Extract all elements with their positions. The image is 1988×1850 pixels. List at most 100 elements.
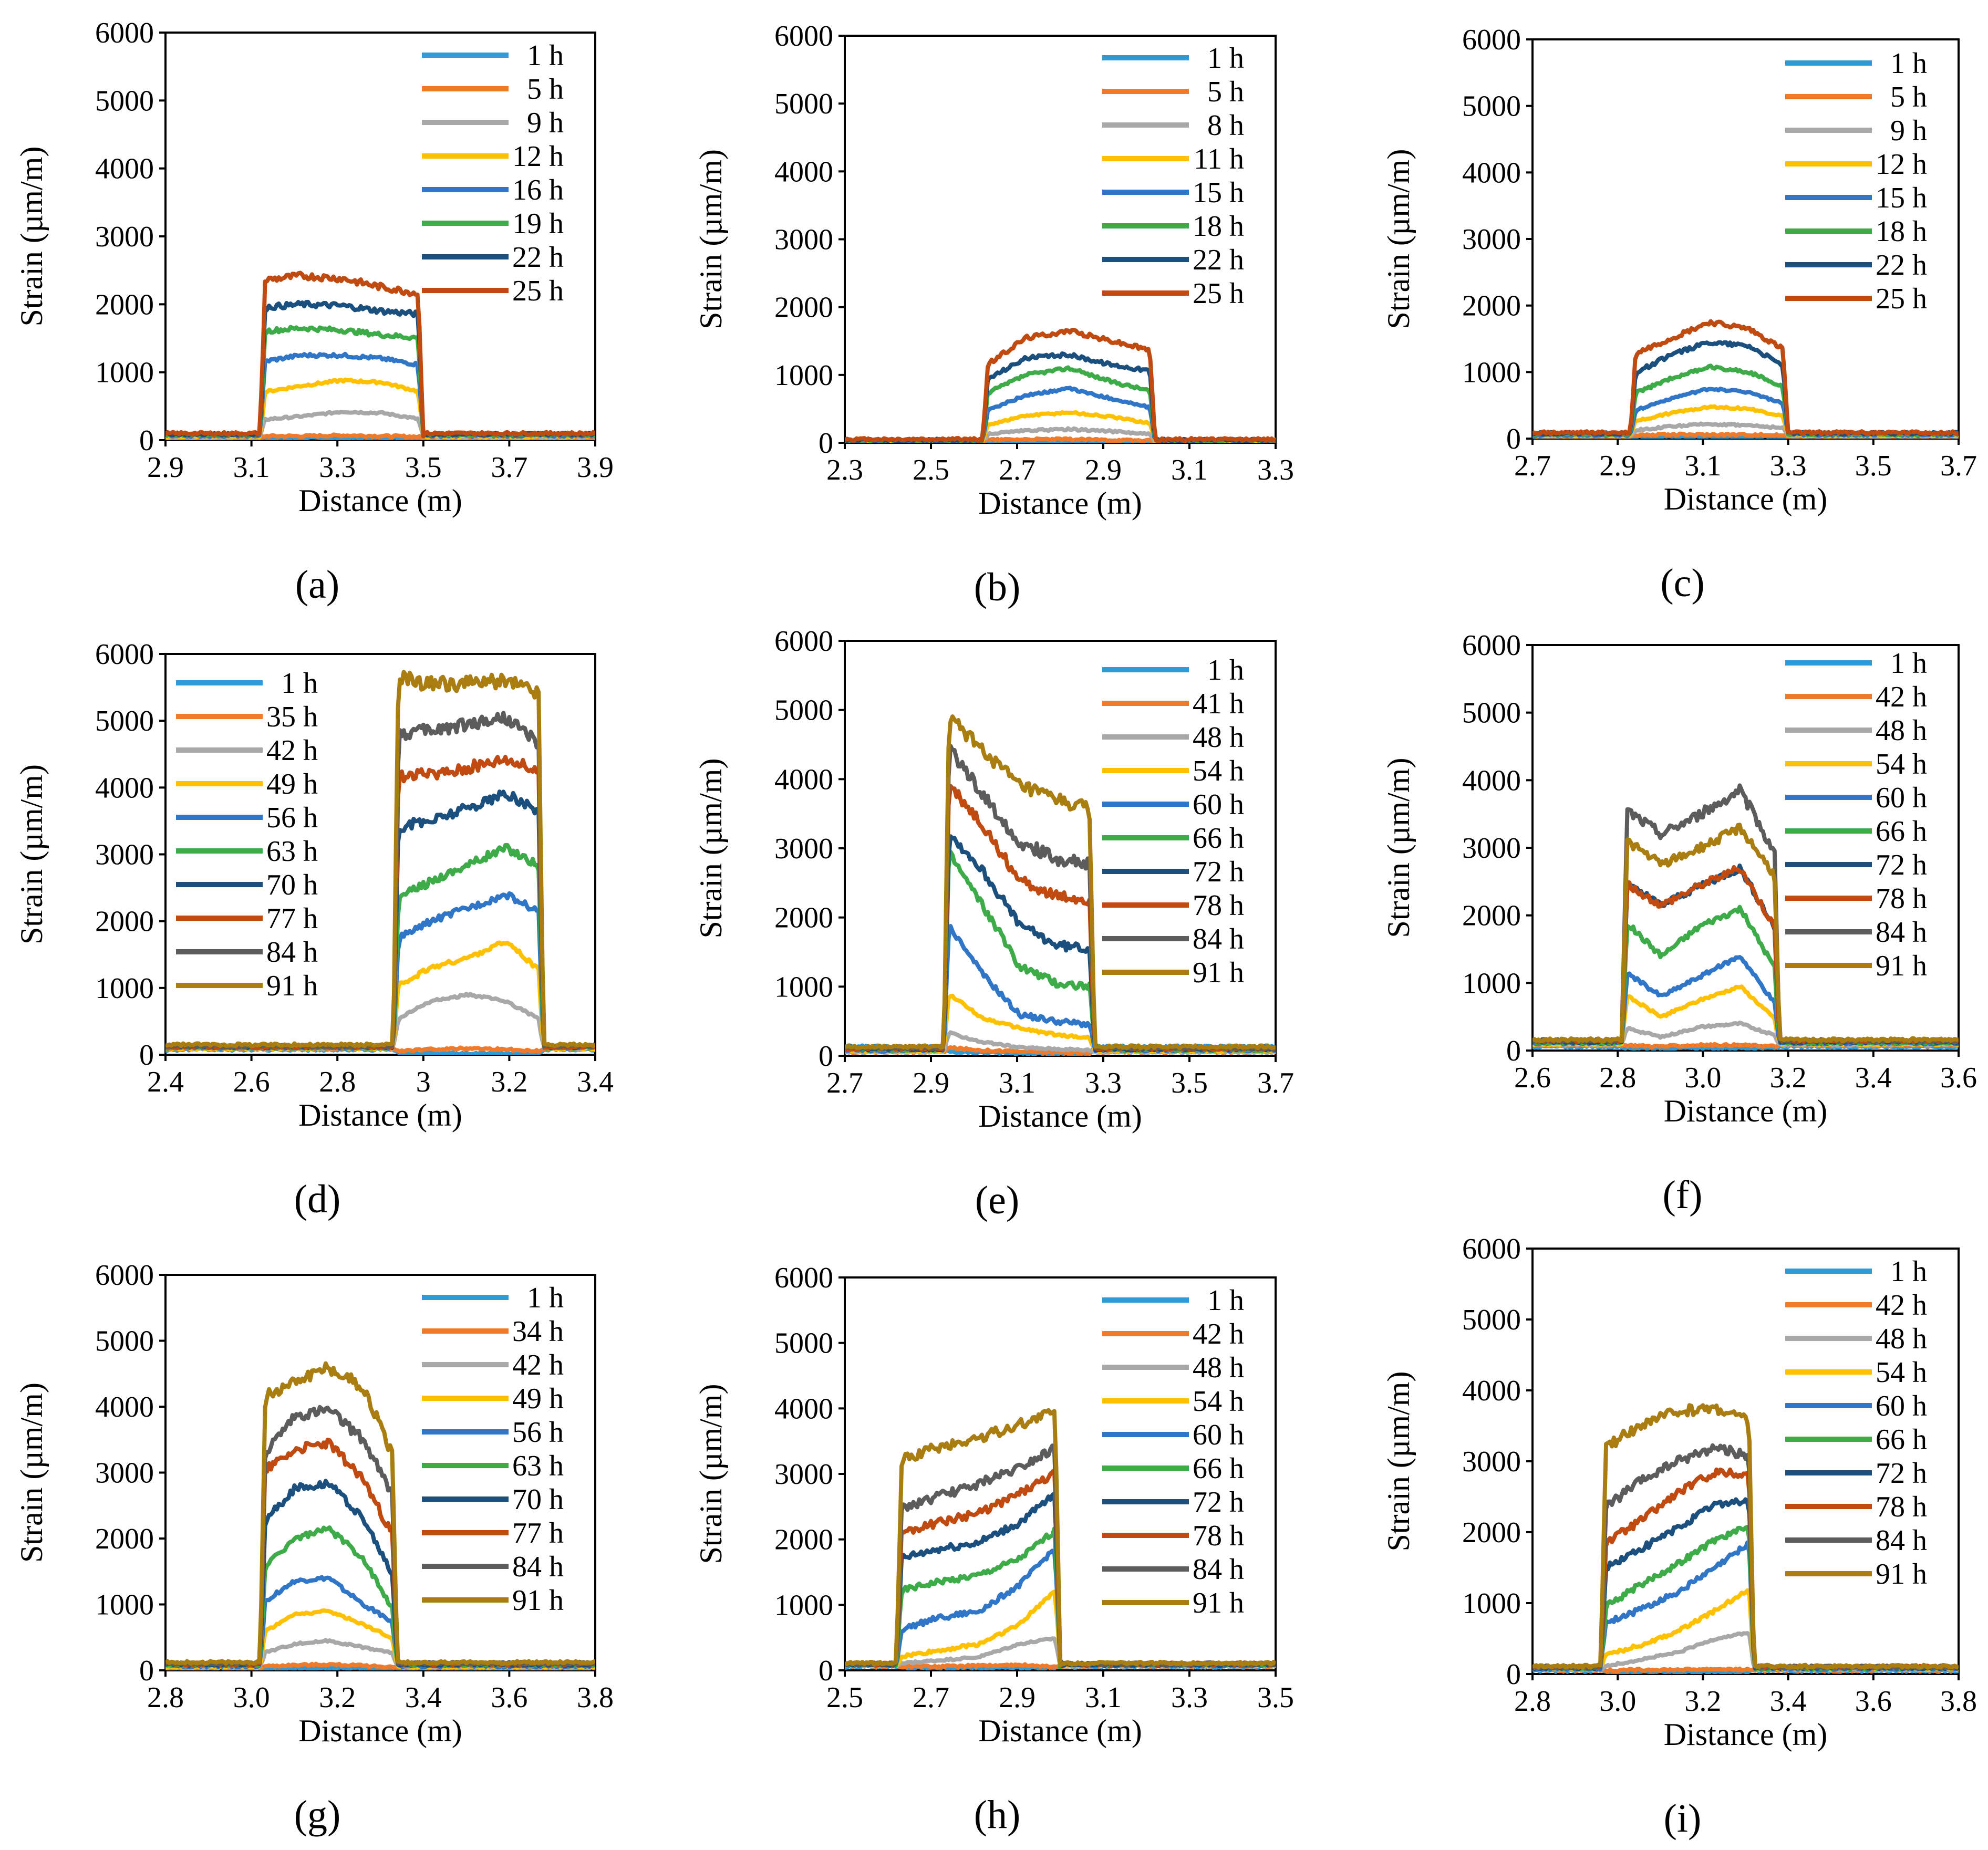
legend-label: 8 h [1207,109,1244,142]
y-tick-label: 6000 [774,1262,833,1294]
chart-h: 0 1000 2000 3000 4000 5000 6000 2.5 2.7 2.9 3.1 3.3… [693,1262,1294,1837]
x-tick-label: 3.7 [1940,450,1977,482]
y-tick-label: 6000 [95,1259,154,1292]
legend-label: 12 h [512,140,564,173]
legend-label: 11 h [1194,143,1244,175]
series-line [165,843,595,1051]
legend-label: 42 h [266,734,318,767]
legend-label: 54 h [1193,755,1244,787]
panel-label: (h) [974,1793,1021,1837]
panel-label: (e) [975,1178,1019,1222]
y-tick-label: 2000 [95,288,154,321]
y-tick-label: 0 [1506,1658,1521,1691]
y-tick-label: 5000 [95,705,154,737]
legend-label: 91 h [1876,1558,1927,1591]
x-tick-label: 3.1 [233,451,270,484]
legend-label: 84 h [1876,1524,1927,1557]
legend-label: 72 h [1193,1486,1244,1519]
legend-label: 18 h [1876,215,1927,248]
series-line [845,328,1276,443]
x-axis-label: Distance (m) [978,1099,1142,1134]
x-tick-label: 3.6 [1940,1062,1977,1094]
y-tick-label: 6000 [95,17,154,49]
y-axis-label: Strain (µm/m) [14,764,49,944]
x-tick-label: 2.4 [147,1066,184,1098]
x-tick-label: 3.4 [405,1681,442,1714]
y-tick-label: 3000 [774,224,833,256]
x-tick-label: 2.9 [1599,450,1636,482]
y-tick-label: 1000 [1462,1587,1521,1620]
y-tick-label: 1000 [95,972,154,1005]
x-tick-label: 3.7 [491,451,527,484]
x-tick-label: 2.7 [999,454,1036,486]
legend-label: 56 h [512,1416,564,1449]
legend-label: 54 h [1876,1356,1927,1389]
y-tick-label: 1000 [774,971,833,1003]
legend-label: 49 h [266,768,318,801]
x-tick-label: 3.1 [1085,1681,1122,1714]
x-tick-label: 3.6 [491,1681,527,1714]
x-tick-label: 3.5 [405,451,442,484]
x-tick-label: 3.4 [577,1066,614,1098]
legend-label: 77 h [266,902,318,935]
y-tick-label: 4000 [1462,764,1521,797]
x-axis-label: Distance (m) [298,1713,462,1748]
legend-label: 63 h [512,1450,564,1482]
y-tick-label: 6000 [774,20,833,53]
legend-label: 77 h [512,1517,564,1550]
y-axis-label: Strain (µm/m) [1381,758,1416,938]
panel-label: (a) [295,563,339,607]
x-axis-label: Distance (m) [1664,1717,1828,1752]
x-tick-label: 3.4 [1770,1685,1807,1718]
y-axis-label: Strain (µm/m) [14,147,49,327]
series-line [165,992,595,1052]
y-tick-label: 3000 [95,1457,154,1490]
chart-a: 0 1000 2000 3000 4000 5000 6000 2.9 3.1 3.3 3.5 3.7… [14,17,614,607]
x-tick-label: 2.8 [147,1681,184,1714]
legend-label: 63 h [266,835,318,868]
y-tick-label: 2000 [1462,900,1521,932]
y-tick-label: 2000 [95,906,154,938]
x-tick-label: 2.7 [913,1681,949,1714]
legend-label: 19 h [512,207,564,240]
series-line [165,670,595,1048]
legend-label: 22 h [512,241,564,274]
legend-label: 42 h [512,1349,564,1381]
x-axis-label: Distance (m) [978,1713,1142,1748]
x-tick-label: 3.8 [577,1681,614,1714]
x-tick-label: 3.4 [1855,1062,1892,1094]
x-axis-label: Distance (m) [978,486,1142,521]
y-tick-label: 0 [139,1039,154,1072]
legend-label: 1 h [1890,47,1927,80]
y-tick-label: 3000 [1462,832,1521,865]
x-tick-label: 3.2 [1684,1685,1721,1718]
series-line [165,1608,595,1670]
x-tick-label: 2.9 [147,451,184,484]
series-line [165,1361,595,1666]
legend-label: 25 h [1193,277,1244,310]
legend-label: 72 h [1193,856,1244,888]
y-tick-label: 3000 [1462,1446,1521,1478]
y-tick-label: 4000 [95,153,154,185]
x-tick-label: 3.1 [1171,454,1208,486]
x-tick-label: 3.1 [999,1067,1036,1099]
y-tick-label: 5000 [1462,1304,1521,1336]
y-tick-label: 3000 [95,221,154,253]
legend-label: 9 h [1890,115,1927,147]
y-axis-label: Strain (µm/m) [693,1384,728,1564]
panel-label: (b) [974,565,1021,609]
x-tick-label: 3.9 [577,451,614,484]
y-tick-label: 1000 [95,357,154,389]
y-tick-label: 3000 [774,1458,833,1491]
y-tick-label: 4000 [1462,1375,1521,1407]
legend-label: 48 h [1876,1323,1927,1355]
legend-label: 48 h [1876,714,1927,747]
series-line [845,1408,1276,1668]
y-tick-label: 3000 [1462,223,1521,256]
x-tick-label: 3.5 [1855,450,1892,482]
legend-label: 9 h [527,107,564,139]
x-axis-label: Distance (m) [1664,482,1828,516]
panel-label: (f) [1663,1173,1703,1217]
legend-label: 34 h [512,1315,564,1348]
legend-label: 15 h [1876,182,1927,214]
